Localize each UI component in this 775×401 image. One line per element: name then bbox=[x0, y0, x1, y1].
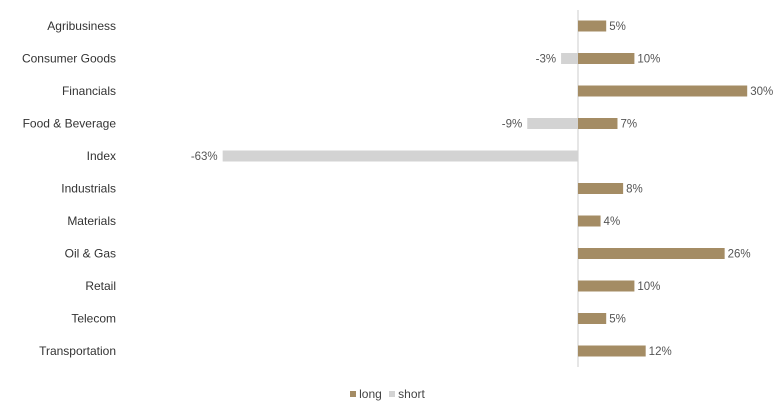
bar-long bbox=[578, 20, 607, 32]
bar-long bbox=[578, 345, 646, 357]
data-label-long: 30% bbox=[750, 86, 773, 98]
category-label: Materials bbox=[67, 214, 116, 228]
legend-swatch-long bbox=[350, 391, 357, 397]
data-label-short: -63% bbox=[191, 151, 218, 163]
bar-long bbox=[578, 248, 725, 259]
bar-long bbox=[578, 280, 635, 292]
bar-long bbox=[578, 313, 607, 324]
category-label: Consumer Goods bbox=[22, 52, 116, 66]
legend-item-long: long bbox=[350, 387, 382, 401]
category-label: Oil & Gas bbox=[65, 247, 116, 261]
category-label: Industrials bbox=[61, 182, 116, 196]
bar-long bbox=[578, 215, 601, 227]
bar-short bbox=[527, 118, 578, 129]
bar-long bbox=[578, 53, 635, 64]
bar-long bbox=[578, 183, 624, 194]
category-label: Index bbox=[87, 149, 116, 163]
data-label-long: 7% bbox=[620, 119, 637, 131]
category-label: Financials bbox=[62, 84, 116, 98]
data-label-long: 10% bbox=[637, 54, 660, 66]
legend-label-long: long bbox=[359, 387, 382, 401]
category-label: Food & Beverage bbox=[23, 117, 117, 131]
bar-short bbox=[561, 53, 578, 64]
data-label-short: -9% bbox=[502, 119, 522, 131]
data-label-long: 12% bbox=[649, 346, 672, 358]
legend-label-short: short bbox=[398, 387, 425, 401]
data-label-long: 26% bbox=[728, 249, 751, 261]
data-label-long: 5% bbox=[609, 314, 626, 326]
data-label-short: -3% bbox=[536, 54, 556, 66]
legend-swatch-short bbox=[389, 391, 396, 397]
category-label: Transportation bbox=[39, 344, 116, 358]
category-label: Retail bbox=[85, 279, 116, 293]
data-label-long: 4% bbox=[604, 216, 621, 228]
legend: long short bbox=[0, 386, 775, 401]
data-label-long: 5% bbox=[609, 21, 626, 33]
bar-long bbox=[578, 85, 748, 97]
legend-item-short: short bbox=[389, 387, 425, 401]
category-labels: Agribusiness Consumer Goods Financials Food… bbox=[22, 19, 116, 358]
bars bbox=[222, 20, 748, 357]
category-label: Agribusiness bbox=[47, 19, 116, 33]
bar-long bbox=[578, 118, 618, 129]
bar-short bbox=[222, 150, 578, 162]
data-labels: 5% 10% -3% 30% 7% -9% -63% 8% 4% 26% 10% 5% 12% bbox=[191, 21, 773, 358]
data-label-long: 8% bbox=[626, 184, 643, 196]
data-label-long: 10% bbox=[637, 281, 660, 293]
category-label: Telecom bbox=[71, 312, 116, 326]
